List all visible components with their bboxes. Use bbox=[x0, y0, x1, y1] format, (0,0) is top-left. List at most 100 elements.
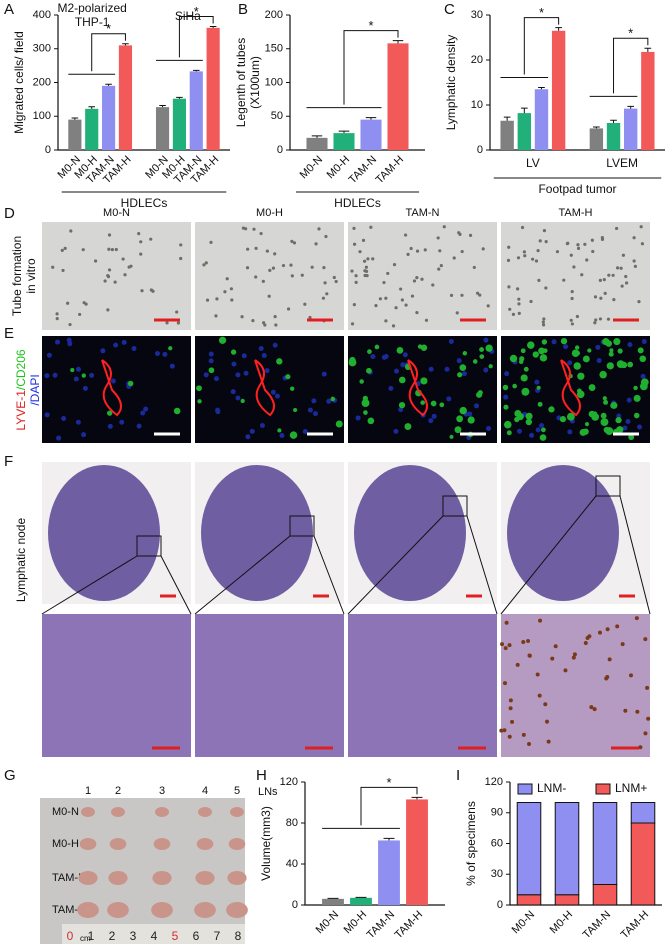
lymph-node bbox=[151, 902, 173, 918]
stain bbox=[538, 618, 543, 623]
cd206 bbox=[639, 355, 647, 363]
cd206 bbox=[588, 384, 596, 391]
cd206 bbox=[541, 339, 548, 345]
cell bbox=[271, 266, 276, 270]
micrograph bbox=[42, 614, 191, 757]
zoom-box bbox=[289, 515, 315, 537]
x-tick-label: TAM-H bbox=[619, 909, 652, 942]
cell bbox=[229, 287, 234, 291]
cd206 bbox=[476, 391, 483, 398]
ruler-label: 5 bbox=[172, 929, 179, 943]
x-tick-label: M0-H bbox=[548, 909, 576, 937]
cell bbox=[129, 264, 133, 268]
y-tick-label: 0 bbox=[45, 144, 51, 156]
row-label-part: LYVE-1 bbox=[14, 390, 28, 431]
bar bbox=[206, 27, 220, 151]
cell bbox=[615, 266, 620, 270]
stain bbox=[527, 741, 532, 746]
cd206 bbox=[404, 423, 412, 431]
nucleus bbox=[131, 346, 137, 352]
nucleus bbox=[235, 395, 241, 401]
cell bbox=[321, 296, 326, 300]
cd206 bbox=[628, 434, 635, 441]
error-bar bbox=[338, 130, 350, 134]
zoom-box bbox=[595, 475, 621, 497]
cell bbox=[244, 227, 248, 231]
nucleus bbox=[44, 412, 50, 418]
y-tick-label: 20 bbox=[471, 54, 483, 66]
node bbox=[354, 465, 466, 601]
lymph-node bbox=[111, 807, 125, 817]
nucleus bbox=[249, 428, 255, 434]
panel-label: D bbox=[4, 205, 15, 222]
cell bbox=[478, 293, 482, 297]
cd206 bbox=[230, 349, 237, 355]
cd206 bbox=[577, 372, 585, 380]
cd206 bbox=[509, 354, 518, 363]
nucleus bbox=[44, 373, 50, 379]
cd206 bbox=[627, 361, 634, 368]
cd206 bbox=[637, 347, 644, 354]
nucleus bbox=[307, 407, 313, 413]
cd206 bbox=[633, 385, 638, 391]
nucleus bbox=[162, 351, 168, 357]
y-tick-label: 80 bbox=[286, 817, 298, 829]
cell bbox=[317, 227, 321, 231]
cell bbox=[455, 311, 459, 315]
cell bbox=[640, 242, 645, 246]
cell bbox=[598, 317, 603, 321]
panel-label: A bbox=[4, 1, 14, 18]
x-tick-label: M0-N bbox=[298, 154, 326, 182]
stain bbox=[563, 668, 568, 673]
panel-label: E bbox=[4, 325, 14, 342]
nucleus bbox=[302, 429, 308, 435]
bar bbox=[155, 107, 170, 150]
cd206 bbox=[525, 418, 533, 426]
stain bbox=[553, 644, 558, 649]
cell bbox=[400, 298, 404, 302]
bar-segment bbox=[516, 894, 542, 906]
nucleus bbox=[241, 353, 247, 359]
stain bbox=[615, 624, 620, 629]
cell bbox=[223, 290, 227, 294]
nucleus bbox=[398, 407, 404, 413]
row-label: in vitro bbox=[24, 258, 38, 294]
nucleus bbox=[625, 419, 631, 425]
cd206 bbox=[603, 399, 609, 405]
stain bbox=[508, 706, 513, 711]
nucleus bbox=[119, 419, 125, 425]
cd206 bbox=[457, 372, 463, 378]
cell bbox=[139, 252, 143, 256]
zoom-line bbox=[160, 555, 192, 615]
cell bbox=[576, 246, 581, 250]
ruler-label: 2 bbox=[109, 929, 116, 943]
nucleus bbox=[81, 432, 87, 438]
legend-label: LNM- bbox=[537, 781, 566, 795]
cell bbox=[570, 290, 574, 294]
axis bbox=[489, 15, 665, 151]
cell bbox=[332, 275, 336, 280]
cell bbox=[606, 317, 611, 321]
cd206 bbox=[293, 407, 298, 413]
cell bbox=[511, 312, 516, 316]
x-tick-label: M0-N bbox=[314, 909, 342, 937]
panel-label: C bbox=[444, 1, 455, 18]
cell bbox=[310, 265, 314, 269]
cell bbox=[374, 303, 378, 308]
lymph-node bbox=[78, 871, 98, 885]
cell bbox=[121, 257, 125, 261]
column-label: M0-H bbox=[256, 207, 283, 219]
cd206 bbox=[606, 362, 614, 370]
bar bbox=[102, 85, 116, 150]
nucleus bbox=[56, 435, 62, 441]
nucleus bbox=[486, 425, 492, 431]
cell bbox=[576, 243, 580, 247]
panel-label: G bbox=[4, 767, 16, 784]
cell bbox=[263, 323, 267, 327]
cell bbox=[384, 296, 388, 300]
cell bbox=[114, 247, 118, 252]
cd206 bbox=[417, 344, 423, 349]
cell bbox=[570, 296, 574, 301]
g-unit: LNs bbox=[258, 786, 278, 798]
stain bbox=[535, 672, 540, 677]
